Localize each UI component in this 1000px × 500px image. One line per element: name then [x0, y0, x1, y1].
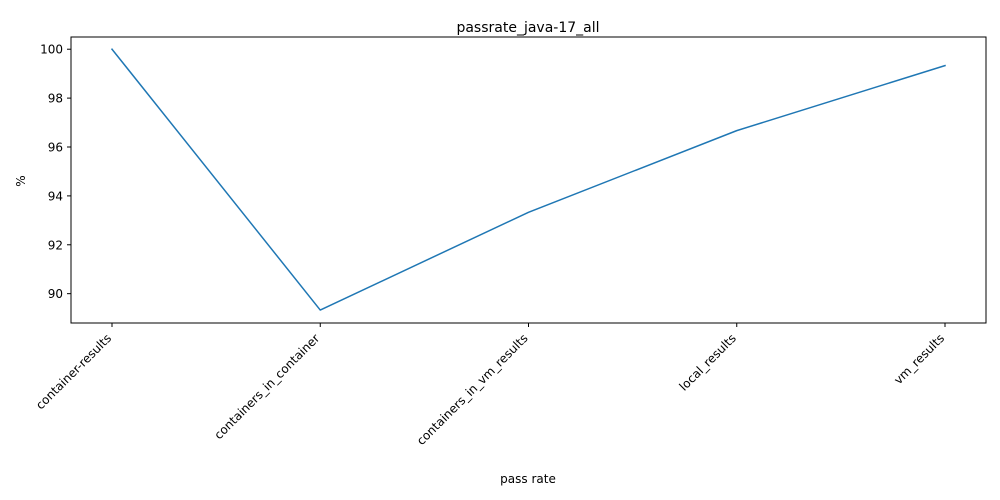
y-tick-label: 94	[48, 189, 63, 203]
y-axis: 90 92 94 96 98 100	[40, 43, 71, 301]
y-tick-label: 98	[48, 92, 63, 106]
y-tick-label: 92	[48, 238, 63, 252]
series-layer	[110, 48, 946, 311]
chart-title: passrate_java-17_all	[456, 20, 599, 36]
series-line	[110, 48, 946, 311]
y-tick-label: 100	[40, 43, 63, 57]
y-tick-label: 96	[48, 141, 63, 155]
x-axis-label: pass rate	[500, 472, 556, 486]
y-axis-label: %	[14, 175, 28, 186]
y-tick-label: 90	[48, 287, 63, 301]
